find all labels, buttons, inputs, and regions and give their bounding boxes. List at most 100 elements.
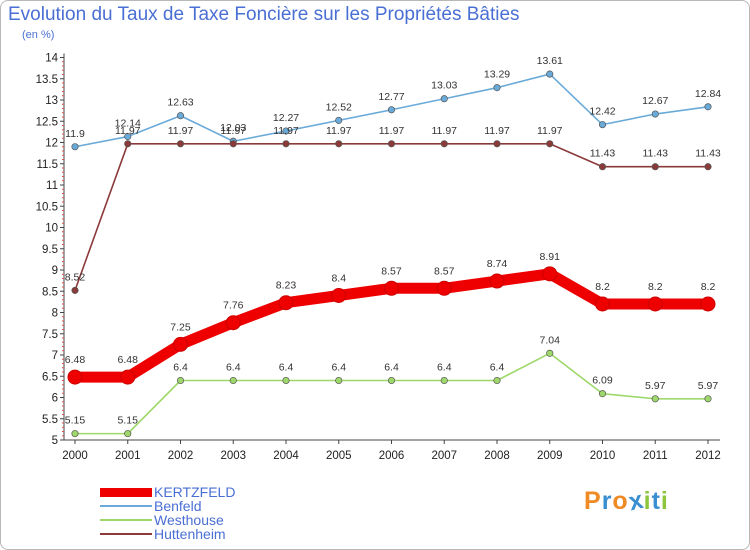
y-tick-label: 7.5 — [42, 329, 58, 341]
legend-label: Huttenheim — [154, 526, 226, 542]
data-point — [229, 376, 237, 385]
data-label: 8.4 — [331, 273, 346, 285]
data-point — [595, 296, 610, 312]
x-tick-label: 2004 — [273, 450, 299, 462]
data-label: 8.23 — [276, 280, 297, 292]
data-label: 8.2 — [595, 281, 610, 293]
data-label: 6.4 — [279, 362, 294, 374]
data-label: 5.97 — [698, 380, 719, 392]
data-point — [493, 376, 501, 385]
data-point — [651, 110, 659, 118]
data-point — [229, 140, 237, 148]
data-label: 5.97 — [645, 380, 666, 392]
data-label: 6.4 — [226, 362, 241, 374]
data-labels: 6.48 6.48 7.25 7.76 8.23 8.4 8.57 8.57 8.74 8.91 8… — [65, 55, 722, 427]
data-point — [440, 95, 448, 103]
data-label: 12.03 — [220, 122, 246, 134]
data-point — [651, 395, 659, 403]
data-point — [651, 163, 659, 171]
data-point — [598, 163, 607, 171]
data-label: 8.57 — [434, 265, 455, 277]
data-point — [493, 84, 501, 92]
data-point — [598, 121, 607, 129]
y-tick-label: 6 — [52, 393, 58, 405]
logo-letter: t — [651, 487, 661, 515]
data-point — [546, 70, 554, 78]
data-label: 12.14 — [115, 118, 141, 130]
data-point — [71, 430, 79, 438]
data-label: 6.09 — [592, 375, 613, 387]
y-tick-label: 11.5 — [36, 159, 58, 171]
logo-letter: i — [643, 487, 652, 515]
data-label: 12.52 — [326, 101, 352, 113]
data-label: 11.97 — [115, 125, 141, 137]
data-label: 13.29 — [484, 69, 510, 81]
data-label: 6.4 — [331, 362, 346, 374]
x-tick-label: 2008 — [484, 450, 510, 462]
x-tick-label: 2012 — [695, 450, 721, 462]
data-point — [282, 140, 290, 148]
data-label: 8.91 — [540, 251, 561, 263]
data-label: 6.4 — [490, 362, 505, 374]
data-point — [124, 133, 132, 141]
proxiti-logo: Proxiti — [584, 486, 669, 516]
data-label: 11.97 — [168, 125, 194, 137]
y-tick-label: 10 — [45, 223, 58, 235]
y-tick-label: 8.5 — [42, 286, 58, 298]
data-label: 6.48 — [65, 354, 86, 366]
data-point — [176, 140, 185, 148]
logo-letter: P — [584, 487, 602, 515]
data-label: 5.15 — [118, 415, 139, 427]
data-label: 8.52 — [65, 271, 86, 283]
data-label: 11.97 — [326, 125, 352, 137]
x-tick-label: 2005 — [326, 450, 352, 462]
series-lines — [67, 70, 716, 438]
y-tick-label: 12.5 — [36, 116, 58, 128]
data-label: 13.03 — [431, 80, 457, 92]
data-point — [384, 280, 399, 296]
data-point — [704, 395, 712, 403]
data-point — [546, 349, 554, 357]
x-tick-label: 2009 — [537, 450, 563, 462]
data-label: 11.9 — [65, 128, 85, 140]
y-tick-label: 6.5 — [42, 371, 58, 383]
data-point — [440, 376, 448, 385]
data-point — [176, 376, 185, 385]
x-tick-label: 2011 — [643, 450, 668, 462]
logo-letter: o — [612, 487, 629, 515]
data-label: 7.76 — [223, 300, 244, 312]
data-point — [335, 140, 343, 148]
data-label: 12.84 — [695, 88, 721, 100]
data-point — [493, 140, 501, 148]
data-point — [225, 315, 241, 331]
data-point — [71, 286, 79, 294]
data-label: 12.27 — [273, 112, 299, 124]
data-label: 6.4 — [173, 362, 188, 374]
y-tick-label: 5 — [52, 435, 58, 447]
data-point — [387, 106, 396, 114]
y-tick-label: 11 — [46, 180, 58, 192]
x-tick-label: 2007 — [431, 450, 457, 462]
data-point — [387, 376, 396, 385]
data-label: 13.61 — [537, 55, 563, 67]
x-tick-label: 2006 — [379, 450, 405, 462]
legend-label: Benfeld — [154, 498, 202, 514]
y-tick-label: 7 — [52, 350, 58, 362]
data-point — [542, 266, 558, 282]
x-tick-label: 2000 — [62, 450, 88, 462]
data-point — [704, 103, 712, 111]
y-tick-label: 5.5 — [42, 414, 58, 426]
data-label: 8.2 — [701, 281, 716, 293]
data-label: 8.74 — [487, 258, 508, 270]
data-point — [704, 163, 712, 171]
data-point — [176, 112, 185, 120]
data-point — [335, 376, 343, 385]
data-point — [700, 296, 716, 312]
legend-item: KERTZFELD — [100, 484, 320, 500]
y-tick-label: 8 — [52, 308, 58, 320]
data-point — [647, 296, 663, 312]
y-tick-label: 13 — [45, 95, 58, 107]
data-point — [278, 295, 294, 311]
data-label: 11.97 — [537, 125, 563, 137]
